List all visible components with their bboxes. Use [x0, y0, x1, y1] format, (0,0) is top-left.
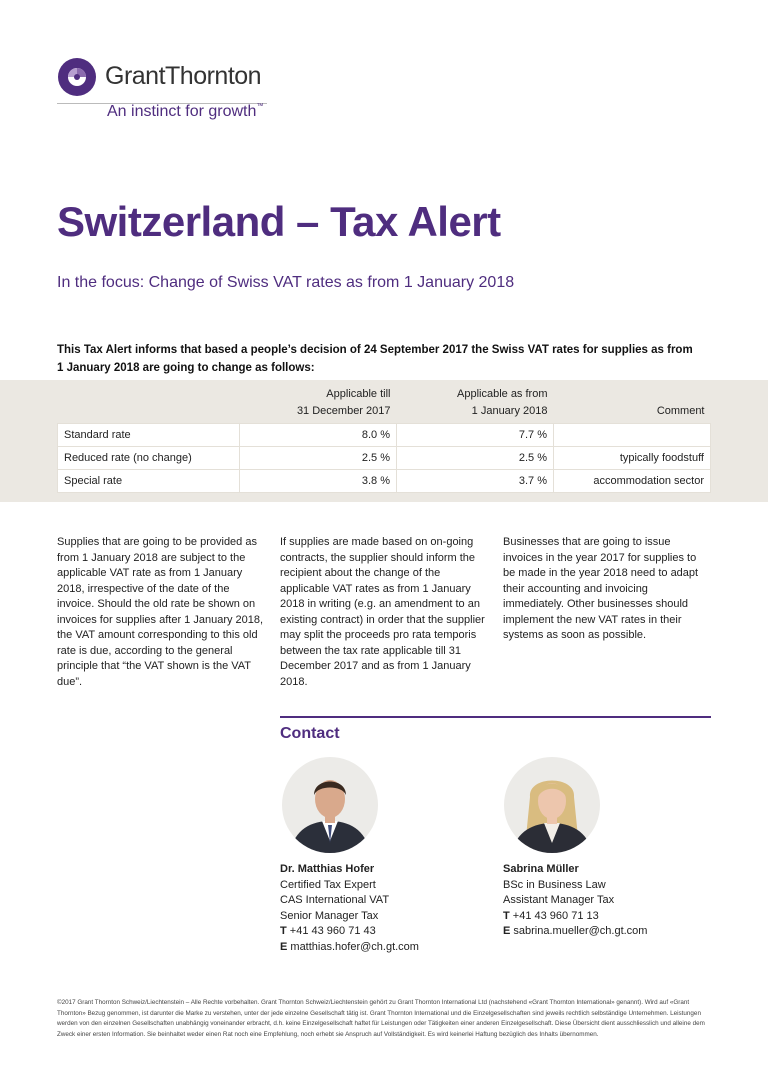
logo-mark-icon — [58, 58, 96, 96]
rate-till: 3.8 % — [239, 469, 397, 493]
contact-position: Assistant Manager Tax — [503, 894, 615, 906]
rate-label: Special rate — [57, 469, 240, 493]
intro-paragraph: This Tax Alert informs that based a peop… — [57, 344, 693, 374]
rate-comment: typically foodstuff — [553, 446, 711, 470]
logo-tagline: An instinct for growth™ — [107, 103, 264, 120]
body-column-3: Businesses that are going to issue invoi… — [503, 536, 699, 641]
contact-name: Sabrina Müller — [503, 863, 579, 875]
table-row: Standard rate 8.0 % 7.7 % — [57, 423, 711, 447]
avatar — [504, 757, 600, 853]
logo-divider — [57, 103, 267, 104]
rate-comment — [553, 423, 711, 447]
rate-label: Standard rate — [57, 423, 240, 447]
contact-qualification: BSc in Business Law — [503, 878, 606, 891]
rate-from: 3.7 % — [396, 469, 554, 493]
contact-phone: T +41 43 960 71 13 — [503, 909, 599, 922]
contact-card-matthias-hofer: Dr. Matthias Hofer Certified Tax Expert … — [280, 862, 490, 955]
vat-rates-table: Applicable till 31 December 2017 Applicab… — [57, 386, 711, 493]
logo-wordmark: GrantThornton — [105, 62, 262, 90]
legal-footer: ©2017 Grant Thornton Schweiz/Liechtenste… — [57, 999, 705, 1038]
page-subtitle: In the focus: Change of Swiss VAT rates … — [57, 274, 515, 291]
contact-divider — [280, 716, 711, 718]
rate-till: 8.0 % — [239, 423, 397, 447]
contact-qualification: CAS International VAT — [280, 894, 390, 906]
body-column-1: Supplies that are going to be provided a… — [57, 536, 264, 688]
rate-till: 2.5 % — [239, 446, 397, 470]
rate-from: 7.7 % — [396, 423, 554, 447]
contact-card-sabrina-mueller: Sabrina Müller BSc in Business Law Assis… — [503, 862, 713, 940]
contact-heading: Contact — [280, 725, 340, 742]
rate-label: Reduced rate (no change) — [57, 446, 240, 470]
contact-qualification: Certified Tax Expert — [280, 878, 376, 891]
avatar — [282, 757, 378, 853]
table-row: Special rate 3.8 % 3.7 % accommodation s… — [57, 469, 711, 493]
grant-thornton-logo: GrantThornton An instinct for growth™ — [57, 56, 277, 126]
portrait-sabrina-mueller — [504, 757, 600, 853]
table-header-row: Applicable till 31 December 2017 Applicab… — [58, 386, 711, 424]
header-comment: Comment — [656, 405, 705, 417]
header-applicable-till: Applicable till 31 December 2017 — [296, 388, 391, 417]
contact-name: Dr. Matthias Hofer — [280, 863, 375, 875]
header-empty — [58, 386, 240, 424]
contact-phone: T +41 43 960 71 43 — [280, 925, 376, 937]
contact-email[interactable]: E matthias.hofer@ch.gt.com — [280, 940, 419, 953]
header-applicable-from: Applicable as from 1 January 2018 — [457, 388, 548, 417]
portrait-matthias-hofer — [282, 757, 378, 853]
rate-from: 2.5 % — [396, 446, 554, 470]
page-title: Switzerland – Tax Alert — [57, 198, 501, 245]
contact-email[interactable]: E sabrina.mueller@ch.gt.com — [503, 925, 648, 937]
body-column-2: If supplies are made based on on-going c… — [280, 536, 485, 688]
table-row: Reduced rate (no change) 2.5 % 2.5 % typ… — [57, 446, 711, 470]
contact-position: Senior Manager Tax — [280, 909, 379, 922]
rate-comment: accommodation sector — [553, 469, 711, 493]
